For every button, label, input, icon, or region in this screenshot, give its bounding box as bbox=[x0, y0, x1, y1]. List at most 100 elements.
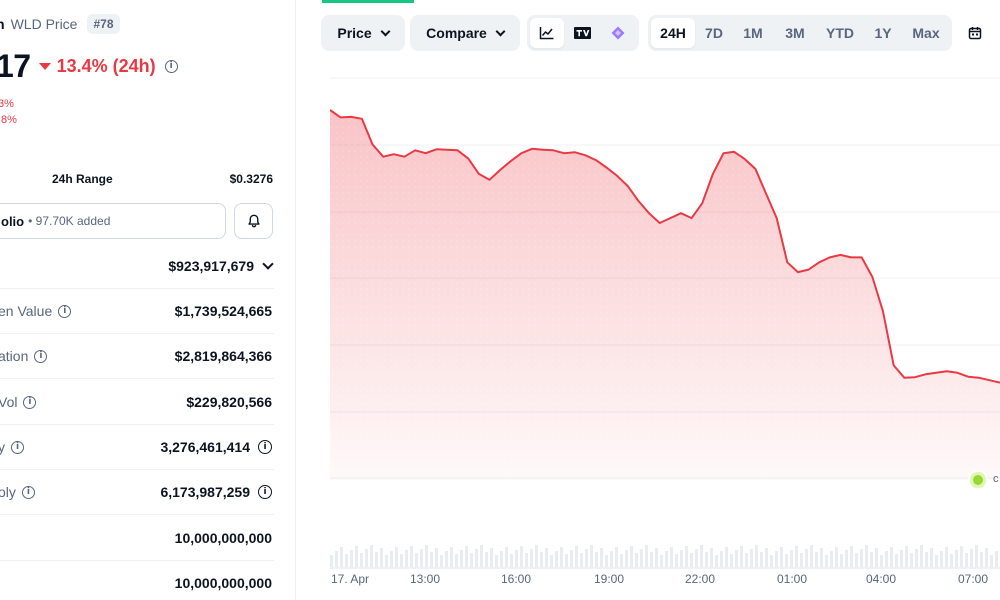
volume-bar bbox=[605, 555, 608, 567]
info-icon[interactable]: i bbox=[11, 440, 24, 454]
volume-bar bbox=[995, 551, 998, 567]
info-icon[interactable]: i bbox=[164, 60, 178, 73]
volume-bar bbox=[820, 548, 823, 567]
stat-row: en Value i $1,739,524,665 bbox=[0, 289, 274, 334]
volume-bar bbox=[520, 546, 523, 567]
tradingview-button[interactable] bbox=[564, 18, 600, 48]
volume-bar bbox=[415, 553, 418, 567]
volume-bar bbox=[490, 548, 493, 567]
price-alert-button[interactable] bbox=[234, 203, 273, 239]
volume-bar bbox=[350, 550, 353, 567]
volume-bar bbox=[975, 545, 978, 567]
volume-bar bbox=[500, 551, 503, 567]
line-chart-button[interactable] bbox=[530, 18, 564, 48]
volume-bar bbox=[600, 548, 603, 567]
price-dropdown[interactable]: Price bbox=[321, 15, 405, 51]
price-change-value: 13.4% (24h) bbox=[56, 56, 156, 76]
volume-bar bbox=[885, 551, 888, 567]
volume-bar bbox=[840, 554, 843, 567]
volume-bar bbox=[405, 550, 408, 567]
volume-bar bbox=[890, 547, 893, 567]
period-3m[interactable]: 3M bbox=[785, 25, 805, 41]
volume-bar bbox=[980, 552, 983, 567]
volume-bar bbox=[865, 545, 868, 567]
stat-label-text: ation bbox=[0, 348, 29, 364]
info-icon[interactable]: i bbox=[21, 485, 35, 499]
stat-label: Voli bbox=[0, 394, 37, 410]
diamond-button[interactable] bbox=[600, 18, 636, 48]
volume-bar bbox=[815, 552, 818, 567]
volume-bar bbox=[880, 555, 883, 567]
price-chart[interactable] bbox=[330, 60, 1000, 600]
compare-dropdown-label: Compare bbox=[426, 25, 487, 41]
stat-value: 3,276,461,414 i bbox=[160, 439, 272, 455]
volume-bar bbox=[570, 550, 573, 567]
stat-value-text: 3,276,461,414 bbox=[160, 439, 250, 455]
bell-icon bbox=[247, 214, 260, 228]
volume-bar bbox=[525, 553, 528, 567]
volume-bar bbox=[465, 546, 468, 567]
period-1m[interactable]: 1M bbox=[743, 25, 763, 41]
x-tick-label: 04:00 bbox=[866, 572, 897, 586]
period-ytd[interactable]: YTD bbox=[826, 25, 854, 41]
stat-value: 10,000,000,000 bbox=[175, 575, 272, 591]
stat-value[interactable]: $923,917,679 bbox=[168, 258, 274, 274]
period-24h[interactable]: 24H bbox=[651, 18, 695, 48]
event-marker-label: c bbox=[993, 473, 999, 485]
stat-row: 10,000,000,000 bbox=[0, 516, 274, 561]
volume-bar bbox=[675, 554, 678, 567]
volume-bar bbox=[400, 554, 403, 567]
stat-label: olyi bbox=[0, 484, 35, 500]
volume-bar bbox=[730, 554, 733, 567]
add-to-portfolio-button[interactable]: olio • 97.70K added bbox=[0, 203, 226, 239]
period-max[interactable]: Max bbox=[912, 25, 940, 41]
info-icon[interactable]: i bbox=[58, 304, 72, 318]
stat-label-text: Vol bbox=[0, 394, 18, 410]
volume-bar bbox=[755, 545, 758, 567]
volume-bar bbox=[650, 552, 653, 567]
volume-bar bbox=[565, 554, 568, 567]
compare-dropdown[interactable]: Compare bbox=[410, 15, 520, 51]
coin-symbol: WLD Price bbox=[10, 16, 78, 32]
event-marker[interactable] bbox=[968, 470, 988, 490]
stat-value-text: 6,173,987,259 bbox=[160, 484, 250, 500]
volume-bar bbox=[860, 549, 863, 567]
change-subvalue-1: 3% bbox=[0, 98, 14, 110]
volume-bar bbox=[935, 555, 938, 567]
line-chart-icon bbox=[539, 27, 554, 40]
volume-bar bbox=[925, 552, 928, 567]
volume-bar bbox=[955, 550, 958, 567]
volume-bar bbox=[425, 545, 428, 567]
volume-bar bbox=[590, 545, 593, 567]
volume-bar bbox=[555, 551, 558, 567]
calendar-button[interactable] bbox=[958, 15, 992, 51]
x-tick-label: 19:00 bbox=[594, 572, 625, 586]
link-button[interactable] bbox=[996, 15, 1000, 51]
coin-name: n bbox=[0, 16, 5, 32]
volume-bar bbox=[470, 553, 473, 567]
volume-bar bbox=[870, 552, 873, 567]
down-triangle-icon bbox=[38, 63, 51, 70]
info-icon[interactable]: i bbox=[34, 349, 48, 363]
stat-label-text: y bbox=[0, 439, 5, 455]
period-1y[interactable]: 1Y bbox=[874, 25, 892, 41]
volume-bar bbox=[445, 551, 448, 567]
chart-toolbar: Price Compare 24H 7D 1M 3M YTD 1Y Max bbox=[321, 15, 1000, 51]
period-7d[interactable]: 7D bbox=[705, 25, 723, 41]
volume-bar bbox=[455, 554, 458, 567]
volume-bar bbox=[950, 554, 953, 567]
volume-bar bbox=[750, 549, 753, 567]
info-icon[interactable]: i bbox=[23, 395, 37, 409]
price-change: 13.4% (24h) bbox=[38, 56, 156, 77]
stat-value-text: 10,000,000,000 bbox=[174, 575, 272, 591]
info-icon[interactable]: i bbox=[258, 440, 272, 454]
volume-bar bbox=[945, 547, 948, 567]
stat-value-text: 10,000,000,000 bbox=[174, 530, 272, 546]
volume-bar bbox=[720, 551, 723, 567]
volume-bar bbox=[970, 549, 973, 567]
info-icon[interactable]: i bbox=[258, 485, 272, 499]
change-subvalue-2: .8% bbox=[0, 114, 17, 126]
volume-bar bbox=[965, 553, 968, 567]
calendar-icon bbox=[968, 27, 982, 40]
